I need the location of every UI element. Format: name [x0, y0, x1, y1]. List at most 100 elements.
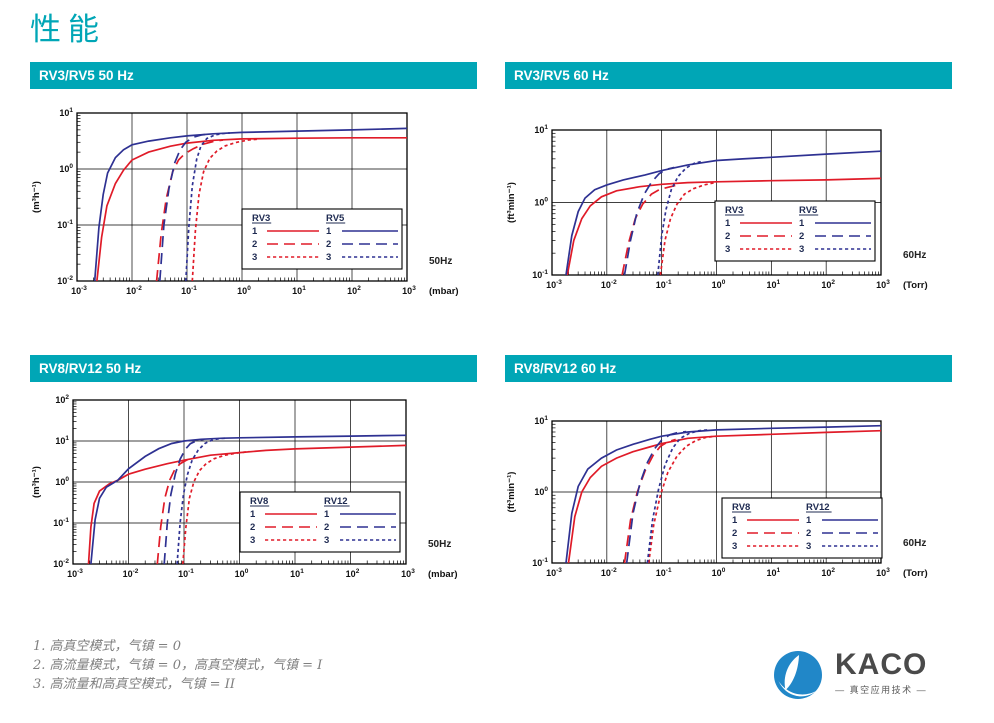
footnote-1: 1. 高真空模式，气镇 = 0 [33, 639, 181, 654]
svg-text:(Torr): (Torr) [903, 280, 928, 291]
svg-text:2: 2 [732, 528, 737, 539]
svg-text:60Hz: 60Hz [903, 250, 926, 261]
svg-text:(ft³min⁻¹): (ft³min⁻¹) [506, 182, 517, 223]
svg-text:102: 102 [821, 567, 835, 578]
chart-rv8rv12-50hz: 10-3 10-2 10-1 100 101 102 103 10-2 10-1 100 101 10… [30, 388, 477, 610]
svg-text:10-1: 10-1 [57, 219, 73, 230]
svg-text:(Torr): (Torr) [903, 568, 928, 579]
svg-text:3: 3 [250, 535, 255, 546]
svg-text:3: 3 [732, 541, 737, 552]
svg-text:101: 101 [55, 435, 69, 446]
svg-text:10-2: 10-2 [601, 567, 617, 578]
svg-text:101: 101 [534, 415, 548, 426]
svg-text:1: 1 [252, 226, 258, 237]
svg-text:101: 101 [767, 567, 781, 578]
svg-text:102: 102 [347, 285, 361, 296]
svg-text:50Hz: 50Hz [429, 256, 452, 267]
svg-text:1: 1 [725, 218, 731, 229]
chart-header-rv3rv5-50hz: RV3/RV5 50 Hz [30, 62, 477, 89]
svg-text:(mbar): (mbar) [428, 569, 458, 580]
svg-text:RV3: RV3 [725, 205, 743, 216]
chart-rv3rv5-60hz: 10-3 10-2 10-1 100 101 102 103 10-1 100 101 (Torr)… [505, 95, 952, 317]
svg-text:101: 101 [767, 279, 781, 290]
svg-text:103: 103 [876, 567, 890, 578]
svg-text:(m³h⁻¹): (m³h⁻¹) [31, 181, 42, 213]
svg-text:2: 2 [250, 522, 255, 533]
svg-text:2: 2 [725, 231, 730, 242]
chart-rv3rv5-50hz: 10-3 10-2 10-1 100 101 102 103 10-2 10-1 100 101 (m… [30, 95, 477, 317]
svg-text:1: 1 [799, 218, 805, 229]
svg-text:103: 103 [402, 285, 416, 296]
svg-text:10-1: 10-1 [656, 279, 672, 290]
svg-text:3: 3 [725, 244, 730, 255]
svg-text:1: 1 [806, 515, 812, 526]
svg-text:2: 2 [326, 239, 331, 250]
svg-text:3: 3 [252, 252, 257, 263]
svg-text:2: 2 [252, 239, 257, 250]
svg-text:101: 101 [292, 285, 306, 296]
chart-header-rv3rv5-60hz: RV3/RV5 60 Hz [505, 62, 952, 89]
svg-text:(ft³min⁻¹): (ft³min⁻¹) [506, 472, 517, 513]
svg-text:10-3: 10-3 [71, 285, 87, 296]
svg-text:10-2: 10-2 [57, 275, 73, 286]
svg-text:3: 3 [799, 244, 804, 255]
svg-text:101: 101 [290, 568, 304, 579]
svg-text:1: 1 [324, 509, 330, 520]
kaco-logo: KACO — 真空应用技术 — [772, 649, 927, 701]
svg-text:1: 1 [732, 515, 738, 526]
svg-text:10-1: 10-1 [532, 269, 548, 280]
svg-text:100: 100 [235, 568, 249, 579]
svg-text:RV8: RV8 [250, 496, 268, 507]
svg-text:RV5: RV5 [326, 213, 345, 224]
svg-text:101: 101 [59, 107, 73, 118]
footnotes: 1. 高真空模式，气镇 = 0 2. 高流量模式，气镇 = 0，高真空模式，气镇… [33, 637, 322, 694]
svg-text:10-3: 10-3 [67, 568, 83, 579]
svg-text:10-1: 10-1 [181, 285, 197, 296]
svg-text:RV12: RV12 [806, 502, 830, 513]
chart-header-rv8rv12-50hz: RV8/RV12 50 Hz [30, 355, 477, 382]
svg-text:1: 1 [326, 226, 332, 237]
svg-text:RV8: RV8 [732, 502, 750, 513]
footnote-3: 3. 高流量和高真空模式，气镇 = II [33, 677, 235, 692]
svg-text:100: 100 [534, 486, 548, 497]
svg-text:(m³h⁻¹): (m³h⁻¹) [31, 466, 42, 498]
page-title: 性能 [30, 12, 106, 48]
svg-text:10-1: 10-1 [53, 517, 69, 528]
panel-rv3rv5-50hz: RV3/RV5 50 Hz 10-3 10-2 10-1 100 101 102 103 10… [30, 62, 477, 317]
svg-text:60Hz: 60Hz [903, 538, 926, 549]
svg-text:10-3: 10-3 [546, 279, 562, 290]
svg-text:10-1: 10-1 [178, 568, 194, 579]
svg-text:100: 100 [237, 285, 251, 296]
svg-text:2: 2 [806, 528, 811, 539]
kaco-logo-icon [774, 651, 822, 699]
svg-text:10-2: 10-2 [126, 285, 142, 296]
panel-rv3rv5-60hz: RV3/RV5 60 Hz 10-3 10-2 10-1 100 101 102 103 10… [505, 62, 952, 317]
footnote-2: 2. 高流量模式，气镇 = 0，高真空模式，气镇 = I [33, 658, 323, 673]
svg-text:10-2: 10-2 [123, 568, 139, 579]
svg-text:10-2: 10-2 [53, 558, 69, 569]
svg-text:10-3: 10-3 [546, 567, 562, 578]
svg-text:RV12: RV12 [324, 496, 348, 507]
svg-text:3: 3 [324, 535, 329, 546]
svg-text:101: 101 [534, 124, 548, 135]
svg-text:3: 3 [806, 541, 811, 552]
svg-text:100: 100 [712, 567, 726, 578]
svg-text:100: 100 [712, 279, 726, 290]
kaco-logo-text: KACO [835, 648, 928, 681]
svg-text:RV3: RV3 [252, 213, 270, 224]
chart-rv8rv12-60hz: 10-3 10-2 10-1 100 101 102 103 10-1 100 101 (Torr)… [505, 388, 952, 610]
svg-text:(mbar): (mbar) [429, 286, 459, 297]
svg-text:103: 103 [876, 279, 890, 290]
svg-text:2: 2 [324, 522, 329, 533]
svg-text:2: 2 [799, 231, 804, 242]
svg-text:RV5: RV5 [799, 205, 818, 216]
chart-header-rv8rv12-60hz: RV8/RV12 60 Hz [505, 355, 952, 382]
svg-text:102: 102 [55, 394, 69, 405]
panel-rv8rv12-50hz: RV8/RV12 50 Hz 10-3 10-2 10-1 100 101 102 103 1… [30, 355, 477, 610]
svg-text:3: 3 [326, 252, 331, 263]
svg-text:50Hz: 50Hz [428, 539, 451, 550]
svg-text:1: 1 [250, 509, 256, 520]
svg-text:100: 100 [59, 163, 73, 174]
svg-text:102: 102 [821, 279, 835, 290]
